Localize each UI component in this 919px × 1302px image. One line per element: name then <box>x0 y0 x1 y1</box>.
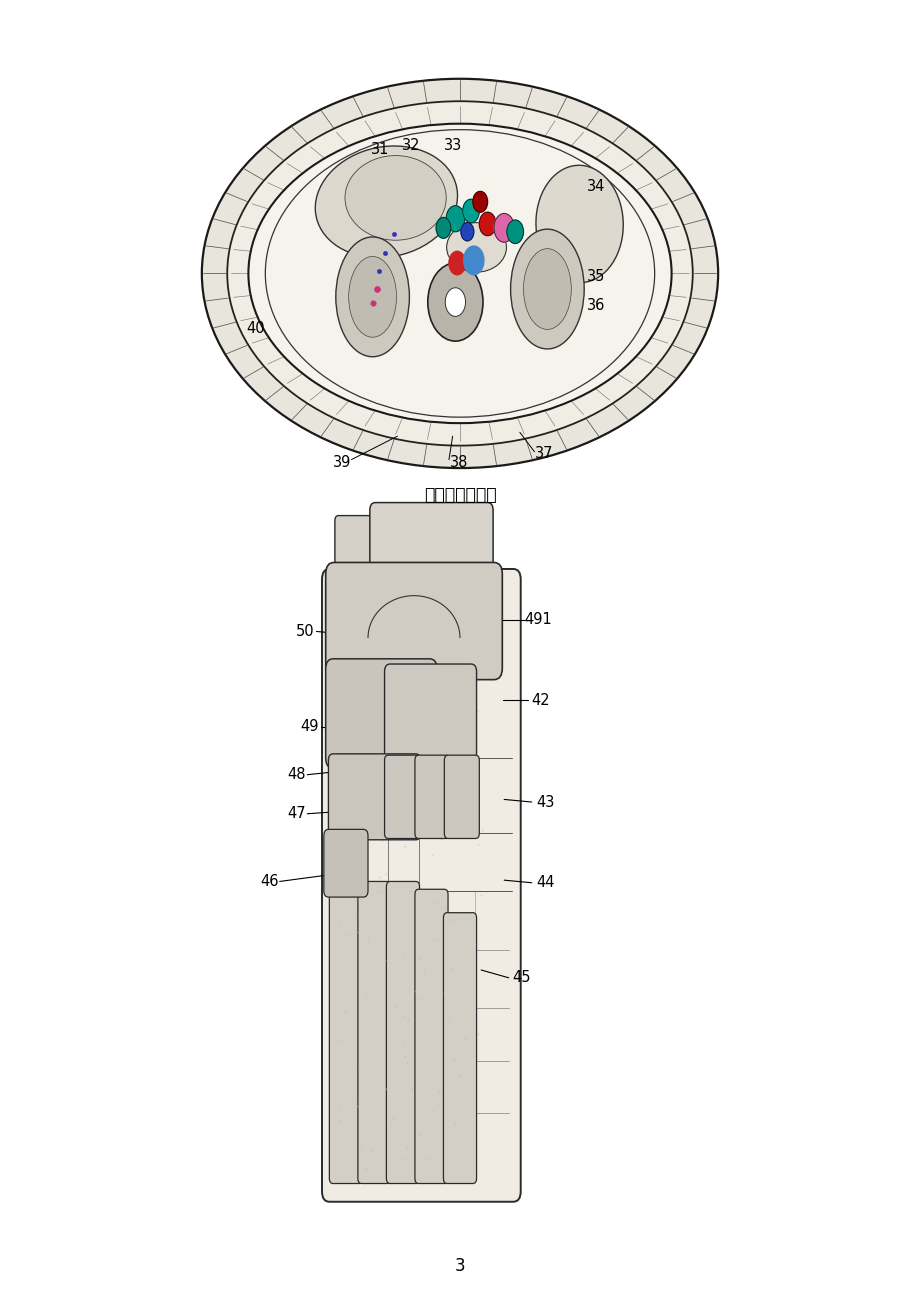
Text: 37: 37 <box>535 445 553 461</box>
FancyBboxPatch shape <box>386 881 419 1184</box>
FancyBboxPatch shape <box>329 887 362 1184</box>
Ellipse shape <box>348 256 396 337</box>
FancyBboxPatch shape <box>443 913 476 1184</box>
FancyBboxPatch shape <box>357 881 391 1184</box>
Ellipse shape <box>427 263 482 341</box>
Text: 32: 32 <box>402 138 420 154</box>
FancyBboxPatch shape <box>325 562 502 680</box>
Circle shape <box>494 214 514 242</box>
Circle shape <box>462 199 479 223</box>
FancyBboxPatch shape <box>335 516 371 565</box>
FancyBboxPatch shape <box>414 755 449 838</box>
Text: 经胰腺的横断面: 经胰腺的横断面 <box>424 486 495 504</box>
Ellipse shape <box>445 288 465 316</box>
Text: 45: 45 <box>512 970 530 986</box>
Circle shape <box>463 246 483 275</box>
Text: 36: 36 <box>586 298 605 314</box>
Text: 40: 40 <box>246 320 265 336</box>
FancyBboxPatch shape <box>384 755 419 838</box>
FancyBboxPatch shape <box>325 659 437 768</box>
Ellipse shape <box>315 146 457 258</box>
Circle shape <box>436 217 450 238</box>
Ellipse shape <box>248 124 671 423</box>
Text: 39: 39 <box>333 454 351 470</box>
Text: 491: 491 <box>524 612 551 628</box>
Ellipse shape <box>335 237 409 357</box>
Text: 46: 46 <box>260 874 278 889</box>
Ellipse shape <box>227 102 692 445</box>
Ellipse shape <box>523 249 571 329</box>
Circle shape <box>446 206 464 232</box>
Ellipse shape <box>510 229 584 349</box>
Text: 47: 47 <box>287 806 305 822</box>
Circle shape <box>448 251 465 275</box>
Circle shape <box>472 191 487 212</box>
Ellipse shape <box>536 165 622 283</box>
Text: 31: 31 <box>370 142 389 158</box>
Text: 44: 44 <box>536 875 554 891</box>
Text: 34: 34 <box>586 178 605 194</box>
FancyBboxPatch shape <box>369 503 493 583</box>
Ellipse shape <box>447 223 506 272</box>
Circle shape <box>460 223 473 241</box>
FancyBboxPatch shape <box>384 664 476 760</box>
Ellipse shape <box>201 78 718 467</box>
FancyBboxPatch shape <box>322 569 520 1202</box>
Circle shape <box>506 220 523 243</box>
Text: 49: 49 <box>301 719 319 734</box>
Text: 48: 48 <box>287 767 305 783</box>
Text: 42: 42 <box>531 693 550 708</box>
Text: 3: 3 <box>454 1256 465 1275</box>
Text: 35: 35 <box>586 268 605 284</box>
Text: 43: 43 <box>536 794 554 810</box>
FancyBboxPatch shape <box>444 755 479 838</box>
Text: 38: 38 <box>449 454 468 470</box>
Ellipse shape <box>345 155 446 240</box>
FancyBboxPatch shape <box>414 889 448 1184</box>
Text: 50: 50 <box>296 624 314 639</box>
FancyBboxPatch shape <box>328 754 420 840</box>
FancyBboxPatch shape <box>323 829 368 897</box>
Text: 33: 33 <box>443 138 461 154</box>
Circle shape <box>479 212 495 236</box>
